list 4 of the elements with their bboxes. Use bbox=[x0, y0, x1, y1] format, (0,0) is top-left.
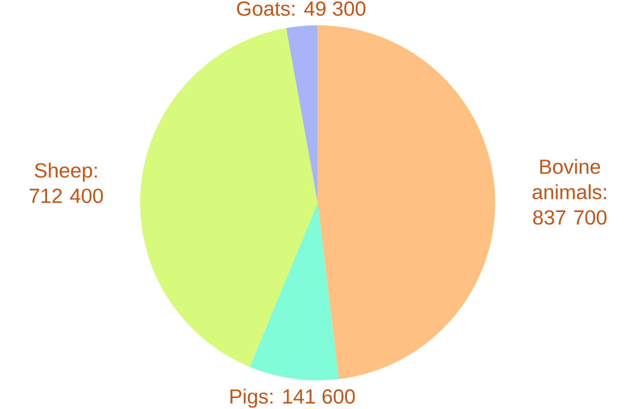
slice-label: Goats: 49 300 bbox=[237, 1, 366, 16]
slice-label: Pigs: 141 600 bbox=[230, 388, 355, 408]
slice-label: Bovine animals: 837 700 bbox=[532, 158, 606, 225]
slice-label: Sheep: 712 400 bbox=[30, 162, 103, 203]
